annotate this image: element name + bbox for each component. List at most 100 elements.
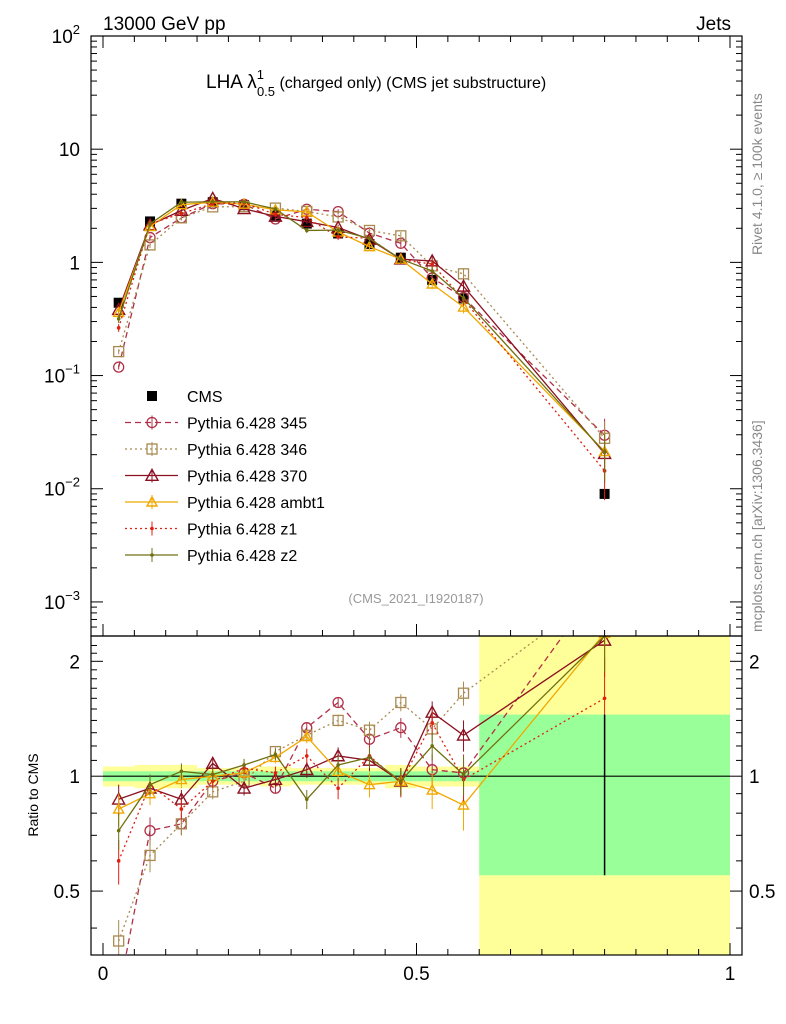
series-point [363,240,376,252]
ratio-point [395,722,407,734]
ratio-point [600,573,610,583]
ratio-point [179,807,184,811]
series-point [148,222,152,226]
ratio-point [363,778,376,790]
legend-label: Pythia 6.428 ambt1 [187,495,325,512]
series-point [237,197,251,209]
legend-marker [146,416,158,429]
ratio-point [144,849,156,862]
ratio-point [242,763,246,767]
series-point [430,262,434,266]
main-y-tick-label: 10−2 [44,475,80,501]
plot-subtitle: (charged only) (CMS jet substructure) [275,75,546,92]
main-y-tick-label: 10−3 [44,588,80,614]
ratio-series-clip [111,573,612,998]
ratio-point [273,752,278,757]
series-line [118,201,606,452]
ratio-point [363,724,376,736]
series-point [113,345,125,358]
ratio-series [111,573,612,998]
ratio-point [425,783,439,795]
ratio-point [456,727,471,741]
plot-title-sub: 0.5 [257,84,275,99]
series-point [299,214,314,228]
ratio-y-tick-label-right: 0.5 [749,882,775,903]
legend-label: Pythia 6.428 345 [187,416,307,433]
ratio-point [336,786,340,791]
legend-label: Pythia 6.428 346 [187,442,307,459]
legend-marker [150,553,154,557]
series-point [273,212,278,217]
legend-label: Pythia 6.428 370 [187,469,307,486]
main-series-clip [111,190,612,501]
plot-title: LHA λ1 0.5 (charged only) (CMS jet substr… [206,67,546,99]
ratio-point [430,721,434,725]
ratio-point [268,772,283,786]
ratio-point [430,744,434,748]
series-point [116,326,121,330]
ratio-point [116,859,121,863]
series-point [210,199,215,204]
main-series [111,190,612,501]
series-point [457,300,470,312]
ratio-bands [103,636,730,955]
series-point [113,361,125,373]
plot-title-main: LHA λ [206,72,257,93]
ratio-y-tick-label-right: 1 [749,767,760,788]
main-y-tick-label: 102 [52,22,80,48]
ratio-point [457,687,470,699]
ratio-point [304,797,309,802]
series-point [179,211,184,216]
ratio-point [332,696,344,709]
series-point [143,220,157,232]
series-point [116,317,121,321]
axes: 10−3 10−2 10−1 1 10 102 0.5 0.5 1 1 2 2 0 0.5 1 [44,22,775,985]
ratio-point [116,828,121,833]
series-point [268,208,283,222]
ratio-point [210,772,215,777]
ratio-point [299,762,314,776]
ratio-point [236,780,252,794]
ratio-point [602,696,607,701]
main-y-tick-label: 10 [59,140,80,161]
ratio-point [331,764,345,776]
ratio-y-tick-label: 1 [69,767,80,788]
ratio-point [143,787,157,799]
series-point [425,277,439,289]
series-point [456,278,471,292]
ratio-point [300,730,313,742]
series-point [336,235,340,239]
series-point [304,215,309,220]
legend-marker [146,443,158,455]
series-point [273,207,278,211]
series-point [430,269,434,273]
series-point [395,230,407,242]
ratio-point [114,988,124,998]
ratio-point [273,771,278,775]
legend-label: Pythia 6.428 z1 [187,522,297,539]
series-point [144,239,156,251]
main-y-tick-label: 10−1 [44,362,80,388]
ratio-point [148,782,152,787]
series-point [336,228,340,232]
ratio-point [175,773,188,785]
legend-marker [150,526,154,531]
ratio-point [461,772,466,777]
header-left: 13000 GeV pp [103,14,226,35]
ratio-y-tick-label-right: 2 [749,652,760,673]
legend-label-cms: CMS [187,389,223,406]
series-point [399,257,403,261]
mcplots-label: mcplots.cern.ch [arXiv:1306.3436] [749,420,765,632]
x-tick-label: 1 [725,964,736,985]
ratio-y-tick-label: 0.5 [54,882,80,903]
ratio-point [399,779,403,784]
main-y-tick-label: 1 [69,253,80,274]
legend-marker-cms [147,391,157,401]
series-point [367,236,372,241]
legend: CMS Pythia 6.428 345 Pythia 6.428 346 Pythi… [125,389,325,565]
ratio-point [144,824,156,837]
analysis-id: (CMS_2021_I1920187) [348,591,483,606]
rivet-label: Rivet 4.1.0, ≥ 100k events [749,93,765,255]
ratio-point [600,584,610,594]
